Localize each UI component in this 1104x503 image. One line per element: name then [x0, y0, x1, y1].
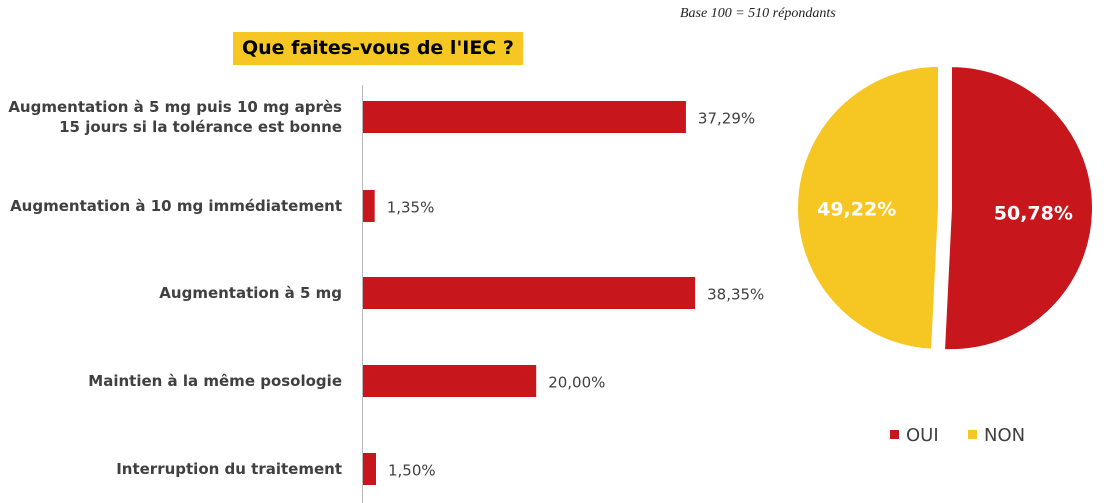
value-label: 1,35% — [387, 199, 435, 217]
value-label: 37,29% — [698, 110, 755, 128]
value-label: 49,22% — [817, 198, 896, 220]
bar — [363, 190, 375, 222]
bar — [363, 365, 537, 397]
category-label: Augmentation à 5 mg puis 10 mg après 15 … — [8, 98, 342, 136]
category-label: Maintien à la même posologie — [88, 372, 342, 390]
chart-title: Que faites-vous de l'IEC ? — [233, 32, 523, 65]
legend-swatch — [890, 430, 899, 439]
value-label: 50,78% — [994, 203, 1073, 225]
category-label: Augmentation à 5 mg — [159, 284, 342, 302]
category-label: Interruption du traitement — [116, 460, 342, 478]
pie-slice — [942, 65, 1094, 352]
value-label: 20,00% — [548, 374, 605, 392]
pie-slice — [796, 64, 941, 351]
bar — [363, 277, 696, 309]
legend-swatch — [968, 430, 977, 439]
value-label: 38,35% — [707, 286, 764, 304]
category-label: Augmentation à 10 mg immédiatement — [10, 197, 342, 215]
bar — [363, 453, 376, 485]
value-label: 1,50% — [388, 462, 436, 480]
annotation: Base 100 = 510 répondants — [680, 6, 836, 21]
bar — [363, 101, 686, 133]
legend-label: OUI — [906, 425, 939, 446]
legend-label: NON — [984, 425, 1025, 446]
